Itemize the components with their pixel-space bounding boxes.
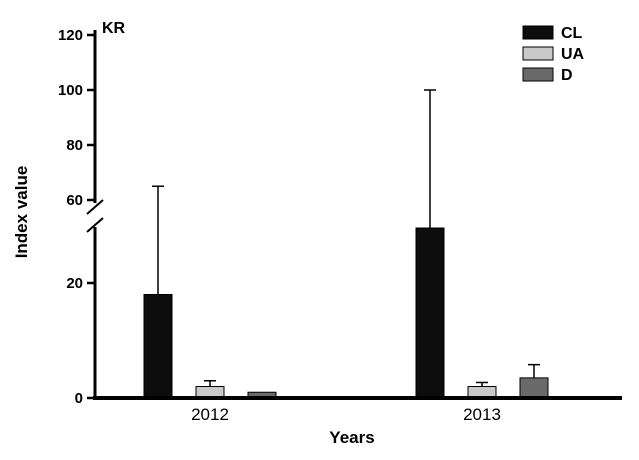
y-tick-label: 0 [75,390,83,407]
bar-D-2013 [519,377,549,399]
legend-swatch-CL [522,25,554,40]
y-tick-label: 120 [58,27,83,44]
y-axis-title: Index value [12,165,31,259]
bar-CL-2012 [143,294,173,399]
x-category-label: 2012 [191,405,229,424]
plot-annotation: KR [102,20,126,37]
x-axis-title: Years [329,428,375,447]
y-tick-label: 100 [58,82,83,99]
legend-swatch-D [522,67,554,82]
legend-swatch-UA [522,46,554,61]
y-tick-label: 60 [66,192,83,209]
y-tick-label: 80 [66,137,83,154]
legend-label-CL: CL [561,25,583,42]
bar-CL-2013 [415,227,445,399]
axis-break-slash [86,199,104,215]
legend-label-D: D [561,67,573,84]
axis-break-slash [86,217,104,233]
y-tick-label: 20 [66,275,83,292]
legend-label-UA: UA [561,46,585,63]
x-category-label: 2013 [463,405,501,424]
